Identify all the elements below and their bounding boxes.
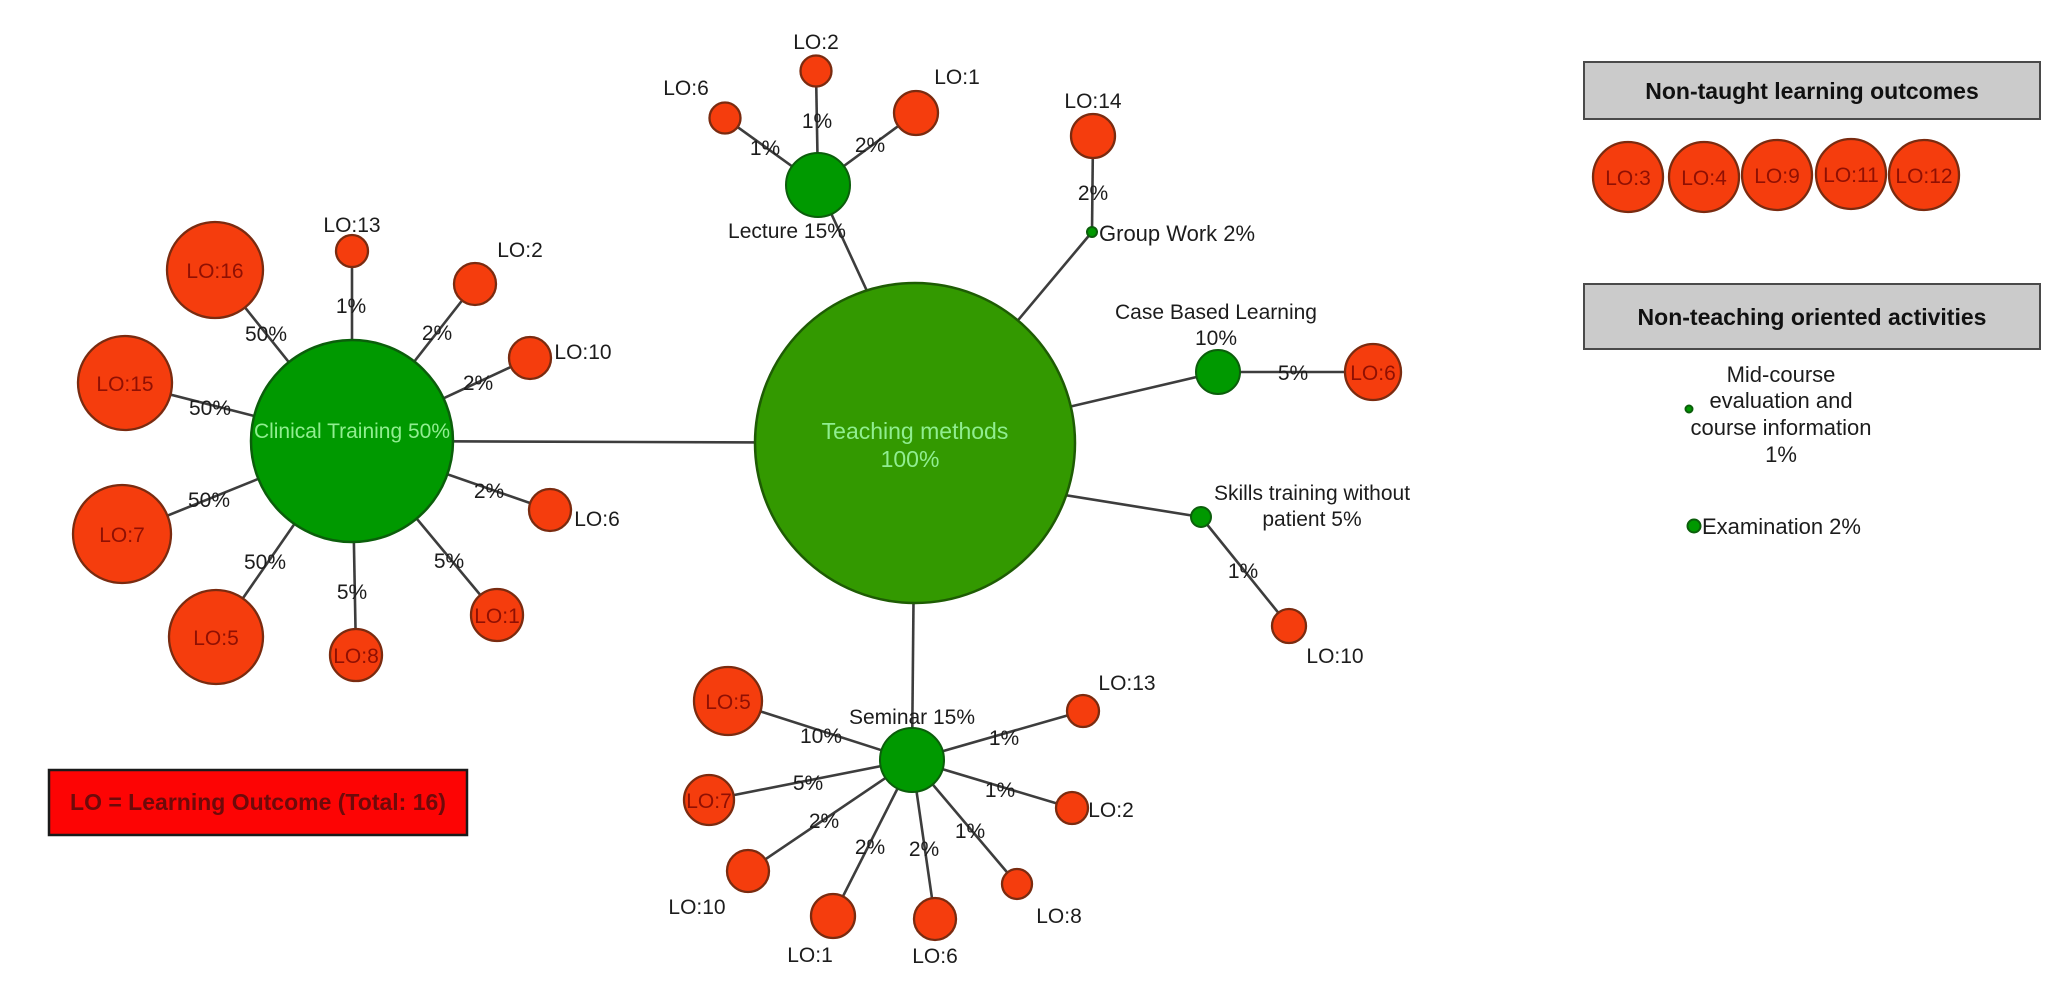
svg-text:1%: 1% bbox=[1228, 560, 1258, 583]
svg-text:1%: 1% bbox=[1765, 442, 1797, 467]
svg-text:2%: 2% bbox=[463, 372, 493, 395]
svg-text:1%: 1% bbox=[802, 110, 832, 133]
svg-text:Clinical Training 50%: Clinical Training 50% bbox=[254, 420, 450, 443]
svg-text:LO:7: LO:7 bbox=[99, 524, 145, 547]
svg-text:LO:13: LO:13 bbox=[1098, 672, 1155, 695]
svg-text:1%: 1% bbox=[985, 779, 1015, 802]
svg-text:LO:14: LO:14 bbox=[1064, 90, 1122, 113]
svg-text:2%: 2% bbox=[909, 838, 939, 861]
svg-text:LO:6: LO:6 bbox=[663, 77, 709, 100]
svg-text:LO:6: LO:6 bbox=[912, 945, 958, 968]
svg-text:LO = Learning Outcome (Total:: LO = Learning Outcome (Total: 16) bbox=[70, 789, 446, 815]
svg-text:LO:3: LO:3 bbox=[1605, 167, 1651, 190]
svg-text:50%: 50% bbox=[188, 489, 230, 512]
svg-text:100%: 100% bbox=[881, 446, 940, 472]
svg-text:Non-teaching oriented activiti: Non-teaching oriented activities bbox=[1638, 304, 1987, 330]
svg-text:LO:12: LO:12 bbox=[1895, 165, 1952, 188]
svg-text:50%: 50% bbox=[245, 323, 287, 346]
svg-text:2%: 2% bbox=[422, 322, 452, 345]
svg-text:LO:13: LO:13 bbox=[323, 214, 380, 237]
svg-text:LO:10: LO:10 bbox=[1306, 645, 1363, 668]
svg-text:LO:1: LO:1 bbox=[787, 944, 833, 967]
svg-text:Examination 2%: Examination 2% bbox=[1702, 514, 1861, 539]
svg-text:LO:7: LO:7 bbox=[686, 790, 732, 813]
svg-text:Case Based Learning: Case Based Learning bbox=[1115, 301, 1317, 324]
svg-text:LO:10: LO:10 bbox=[668, 896, 725, 919]
svg-text:1%: 1% bbox=[989, 727, 1019, 750]
svg-text:1%: 1% bbox=[750, 137, 780, 160]
svg-text:2%: 2% bbox=[855, 134, 885, 157]
svg-text:LO:16: LO:16 bbox=[186, 260, 243, 283]
svg-text:Lecture 15%: Lecture 15% bbox=[728, 220, 846, 243]
svg-text:Non-taught learning outcomes: Non-taught learning outcomes bbox=[1645, 78, 1979, 104]
svg-text:50%: 50% bbox=[244, 551, 286, 574]
svg-text:2%: 2% bbox=[809, 810, 839, 833]
svg-text:LO:9: LO:9 bbox=[1754, 165, 1800, 188]
svg-text:patient 5%: patient 5% bbox=[1262, 508, 1361, 531]
svg-text:LO:8: LO:8 bbox=[333, 645, 379, 668]
svg-text:LO:4: LO:4 bbox=[1681, 167, 1727, 190]
svg-text:5%: 5% bbox=[434, 550, 464, 573]
svg-text:Group Work 2%: Group Work 2% bbox=[1099, 221, 1255, 246]
svg-text:LO:10: LO:10 bbox=[554, 341, 611, 364]
svg-text:LO:2: LO:2 bbox=[793, 31, 839, 54]
svg-text:LO:11: LO:11 bbox=[1823, 164, 1879, 187]
svg-text:5%: 5% bbox=[337, 581, 367, 604]
svg-text:1%: 1% bbox=[955, 820, 985, 843]
svg-text:LO:5: LO:5 bbox=[193, 627, 239, 650]
svg-text:Mid-course: Mid-course bbox=[1727, 362, 1836, 387]
svg-text:LO:15: LO:15 bbox=[96, 373, 153, 396]
svg-text:Skills training without: Skills training without bbox=[1214, 482, 1410, 505]
svg-text:evaluation and: evaluation and bbox=[1709, 388, 1852, 413]
svg-text:50%: 50% bbox=[189, 397, 231, 420]
svg-text:10%: 10% bbox=[1195, 327, 1237, 350]
svg-text:LO:1: LO:1 bbox=[934, 66, 980, 89]
svg-text:2%: 2% bbox=[1078, 182, 1108, 205]
svg-text:LO:1: LO:1 bbox=[474, 605, 520, 628]
svg-text:LO:6: LO:6 bbox=[574, 508, 620, 531]
svg-text:Teaching methods: Teaching methods bbox=[822, 418, 1009, 444]
svg-text:1%: 1% bbox=[336, 295, 366, 318]
svg-text:LO:2: LO:2 bbox=[497, 239, 543, 262]
svg-text:5%: 5% bbox=[793, 772, 823, 795]
svg-text:LO:5: LO:5 bbox=[705, 691, 751, 714]
svg-text:5%: 5% bbox=[1278, 362, 1308, 385]
svg-text:LO:8: LO:8 bbox=[1036, 905, 1082, 928]
svg-text:LO:2: LO:2 bbox=[1088, 799, 1134, 822]
svg-text:course information: course information bbox=[1691, 415, 1872, 440]
svg-text:LO:6: LO:6 bbox=[1350, 362, 1396, 385]
svg-text:Seminar 15%: Seminar 15% bbox=[849, 706, 975, 729]
svg-text:10%: 10% bbox=[800, 725, 842, 748]
svg-text:2%: 2% bbox=[474, 480, 504, 503]
svg-text:2%: 2% bbox=[855, 836, 885, 859]
